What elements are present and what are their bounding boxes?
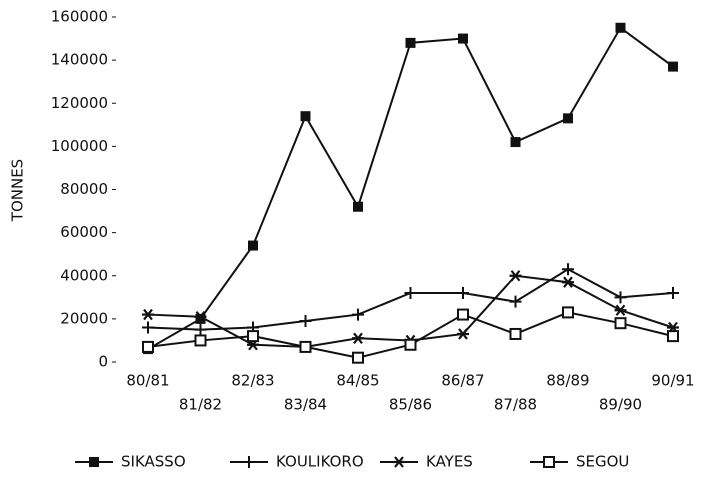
x-tick-label: 80/81	[126, 372, 169, 390]
y-tick-label: 160000	[51, 8, 108, 26]
data-point	[405, 37, 416, 48]
data-point	[352, 308, 364, 321]
x-tick-label: 81/82	[179, 396, 222, 414]
legend-marker	[393, 456, 405, 468]
legend-label: SIKASSO	[121, 453, 186, 471]
data-point	[458, 33, 468, 44]
y-tick-label: 60000	[60, 223, 108, 241]
data-point	[142, 340, 154, 353]
data-point	[194, 323, 207, 336]
legend-marker	[89, 457, 99, 467]
data-point	[668, 61, 678, 72]
data-point	[562, 276, 574, 288]
data-point	[509, 327, 522, 340]
legend-marker	[543, 456, 555, 468]
y-tick-label: 20000	[60, 309, 108, 327]
data-point	[509, 270, 522, 282]
data-point	[615, 22, 626, 33]
y-tick-label: 0	[98, 353, 108, 371]
series-line	[147, 311, 674, 359]
data-point	[352, 351, 364, 364]
data-point	[194, 334, 207, 347]
data-point	[457, 287, 469, 299]
y-tick-label: 140000	[51, 51, 108, 69]
y-tick-label: 40000	[60, 266, 108, 284]
data-point	[299, 315, 312, 328]
x-tick-label: 89/90	[599, 396, 642, 414]
data-point	[404, 287, 417, 299]
data-point	[510, 137, 521, 148]
data-point	[667, 287, 679, 299]
y-tick-label: 100000	[51, 137, 108, 155]
data-point	[614, 304, 627, 316]
data-point	[248, 240, 258, 251]
data-point	[142, 308, 154, 321]
data-point	[667, 330, 679, 343]
data-point	[299, 340, 312, 353]
data-point	[614, 291, 627, 304]
data-point	[195, 313, 206, 324]
data-point	[509, 295, 522, 308]
x-tick-label: 90/91	[651, 372, 694, 390]
legend-marker	[243, 456, 255, 468]
data-point	[194, 311, 207, 323]
x-tick-label: 86/87	[441, 372, 484, 390]
data-point	[562, 306, 574, 319]
data-point	[614, 317, 627, 330]
data-point	[353, 201, 363, 212]
x-tick-label: 85/86	[389, 396, 432, 414]
data-point	[457, 328, 469, 340]
data-point	[352, 332, 364, 344]
x-tick-label: 87/88	[494, 396, 537, 414]
series-line	[147, 274, 674, 348]
legend-label: SEGOU	[576, 453, 629, 471]
data-point	[563, 113, 573, 124]
data-point	[404, 338, 417, 351]
x-tick-label: 83/84	[284, 396, 327, 414]
legend-label: KAYES	[426, 453, 473, 471]
legend-label: KOULIKORO	[276, 453, 364, 471]
y-tick-label: 120000	[51, 94, 108, 112]
data-point	[562, 263, 574, 276]
data-point	[247, 330, 259, 343]
data-point	[142, 321, 154, 334]
data-point	[300, 111, 311, 122]
series-line	[147, 26, 674, 350]
data-point	[457, 308, 469, 321]
x-tick-label: 88/89	[546, 372, 589, 390]
y-tick-label: 80000	[60, 180, 108, 198]
y-axis-label: TONNES	[9, 159, 27, 222]
series-line	[147, 268, 674, 331]
x-tick-label: 84/85	[336, 372, 379, 390]
x-tick-label: 82/83	[231, 372, 274, 390]
